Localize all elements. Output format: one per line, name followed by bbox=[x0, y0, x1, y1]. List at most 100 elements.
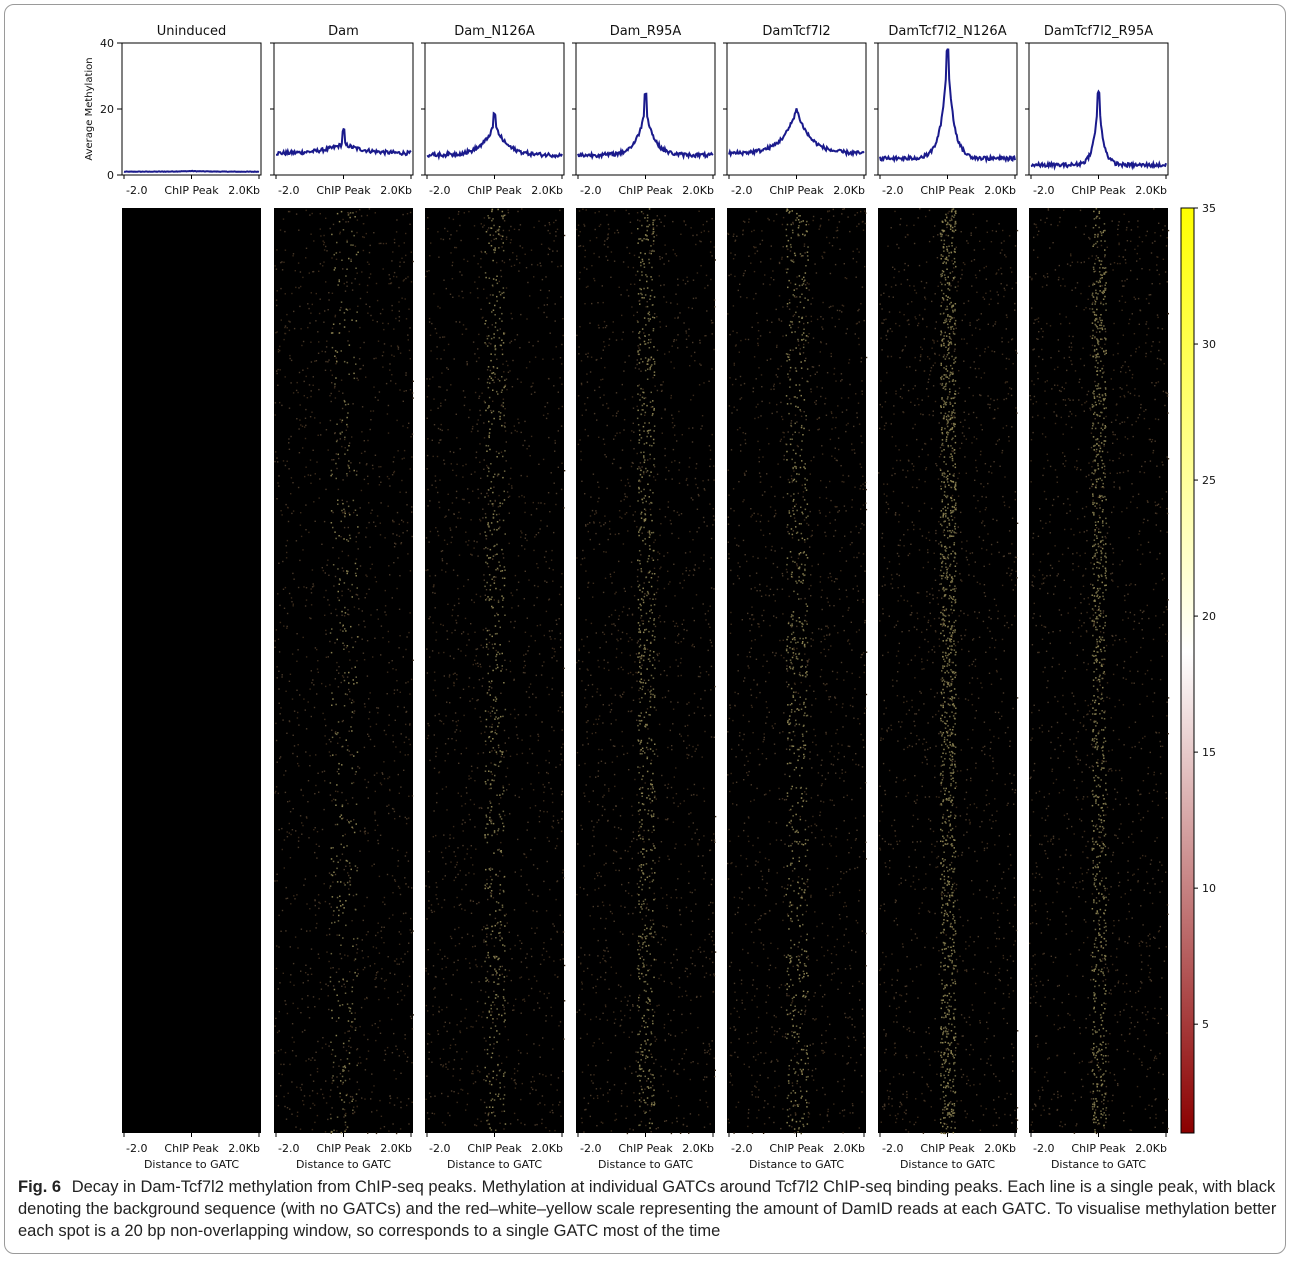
heatmap-dot bbox=[466, 364, 468, 366]
heatmap-dot bbox=[601, 814, 603, 817]
heatmap-dot bbox=[658, 617, 660, 619]
heatmap-dot bbox=[489, 375, 491, 378]
heatmap-dot bbox=[411, 392, 414, 394]
heatmap-dot bbox=[378, 484, 381, 486]
heatmap-dot bbox=[306, 903, 308, 905]
heatmap-dot bbox=[490, 240, 493, 242]
heatmap-dot bbox=[615, 972, 617, 974]
heatmap-dot bbox=[504, 1012, 506, 1015]
heatmap-dot bbox=[586, 636, 588, 638]
heatmap-dot bbox=[543, 942, 545, 944]
heatmap-dot bbox=[466, 848, 469, 850]
heatmap-dot bbox=[276, 304, 278, 307]
heatmap-dot bbox=[485, 1079, 487, 1082]
heatmap-dot bbox=[551, 677, 554, 679]
heatmap-dot bbox=[280, 319, 282, 321]
heatmap-dot bbox=[288, 320, 290, 322]
heatmap-dot bbox=[605, 551, 607, 553]
heatmap-dot bbox=[332, 914, 334, 916]
heatmap-dot bbox=[606, 424, 608, 427]
heatmap-dot bbox=[490, 1083, 493, 1086]
heatmap-dot bbox=[486, 1053, 489, 1055]
heatmap-dot bbox=[410, 436, 412, 438]
heatmap-dot bbox=[480, 308, 482, 310]
heatmap-dot bbox=[704, 613, 707, 615]
heatmap-dot bbox=[439, 479, 441, 481]
heatmap-dot bbox=[338, 390, 340, 392]
heatmap-dot bbox=[430, 350, 432, 352]
heatmap-dot bbox=[497, 995, 499, 998]
heatmap-dot bbox=[584, 493, 586, 495]
heatmap-dot bbox=[535, 696, 537, 699]
heatmap-dot bbox=[598, 497, 600, 499]
heatmap-dot bbox=[389, 485, 391, 487]
heatmap-dot bbox=[314, 473, 316, 475]
heatmap-dot bbox=[355, 536, 357, 538]
heatmap-dot bbox=[396, 1097, 399, 1099]
heatmap-dot bbox=[537, 567, 539, 569]
heatmap-dot bbox=[684, 725, 686, 727]
heatmap-dot bbox=[667, 690, 670, 692]
heatmap-dot bbox=[356, 470, 358, 472]
heatmap-dot bbox=[487, 467, 490, 470]
heatmap-dot bbox=[452, 296, 454, 298]
heatmap-dot bbox=[357, 548, 359, 550]
heatmap-dot bbox=[498, 1093, 500, 1095]
heatmap-dot bbox=[513, 264, 516, 266]
heatmap-dot bbox=[344, 447, 346, 449]
heatmap-dot bbox=[331, 692, 333, 694]
heatmap-dot bbox=[525, 714, 527, 716]
heatmap-dot bbox=[693, 783, 696, 786]
heatmap-dot bbox=[284, 586, 287, 589]
heatmap-dot bbox=[508, 512, 510, 514]
heatmap-dot bbox=[479, 443, 481, 445]
heatmap-dot bbox=[326, 564, 328, 566]
heatmap-dot bbox=[580, 824, 582, 827]
heatmap-dot bbox=[333, 1129, 335, 1132]
heatmap-dot bbox=[317, 671, 319, 673]
heatmap-dot bbox=[305, 209, 307, 212]
heatmap-dot bbox=[614, 850, 616, 852]
heatmap-dot bbox=[433, 424, 436, 426]
heatmap-dot bbox=[636, 311, 638, 313]
heatmap-dot bbox=[307, 303, 309, 305]
heatmap-dot bbox=[385, 242, 387, 245]
heatmap-dot bbox=[642, 975, 645, 978]
heatmap-dot bbox=[702, 965, 704, 967]
heatmap-dot bbox=[707, 610, 709, 612]
heatmap-dot bbox=[343, 1108, 346, 1111]
heatmap-dot bbox=[346, 281, 348, 283]
heatmap-dot bbox=[374, 829, 376, 831]
heatmap-dot bbox=[502, 829, 505, 832]
heatmap-dot bbox=[698, 495, 700, 497]
heatmap-dot bbox=[636, 363, 638, 366]
heatmap-dot bbox=[698, 567, 700, 569]
heatmap-dot bbox=[550, 1074, 552, 1076]
heatmap-dot bbox=[325, 360, 327, 363]
heatmap-dot bbox=[474, 826, 476, 828]
heatmap-dot bbox=[302, 636, 304, 639]
heatmap-dot bbox=[697, 844, 699, 846]
heatmap-dot bbox=[557, 430, 559, 432]
heatmap-dot bbox=[408, 942, 410, 944]
heatmap-dot bbox=[560, 746, 563, 749]
heatmap-dot bbox=[499, 519, 501, 521]
heatmap-dot bbox=[454, 928, 456, 931]
heatmap-dot bbox=[581, 680, 583, 682]
heatmap-dot bbox=[353, 710, 356, 712]
heatmap-dot bbox=[358, 767, 361, 769]
heatmap-dot bbox=[411, 433, 414, 435]
heatmap-dot bbox=[485, 885, 487, 888]
heatmap-dot bbox=[532, 910, 534, 912]
heatmap-dot bbox=[497, 829, 499, 832]
heatmap-dot bbox=[305, 1060, 307, 1062]
heatmap-dot bbox=[445, 1063, 447, 1065]
heatmap-dot bbox=[649, 881, 651, 883]
heatmap-dot bbox=[594, 212, 596, 214]
heatmap-dot bbox=[283, 625, 285, 627]
heatmap-dot bbox=[490, 377, 493, 379]
heatmap-dot bbox=[398, 301, 400, 303]
heatmap-dot bbox=[533, 1043, 535, 1045]
heatmap-dot bbox=[516, 734, 518, 736]
heatmap-dot bbox=[292, 962, 295, 965]
